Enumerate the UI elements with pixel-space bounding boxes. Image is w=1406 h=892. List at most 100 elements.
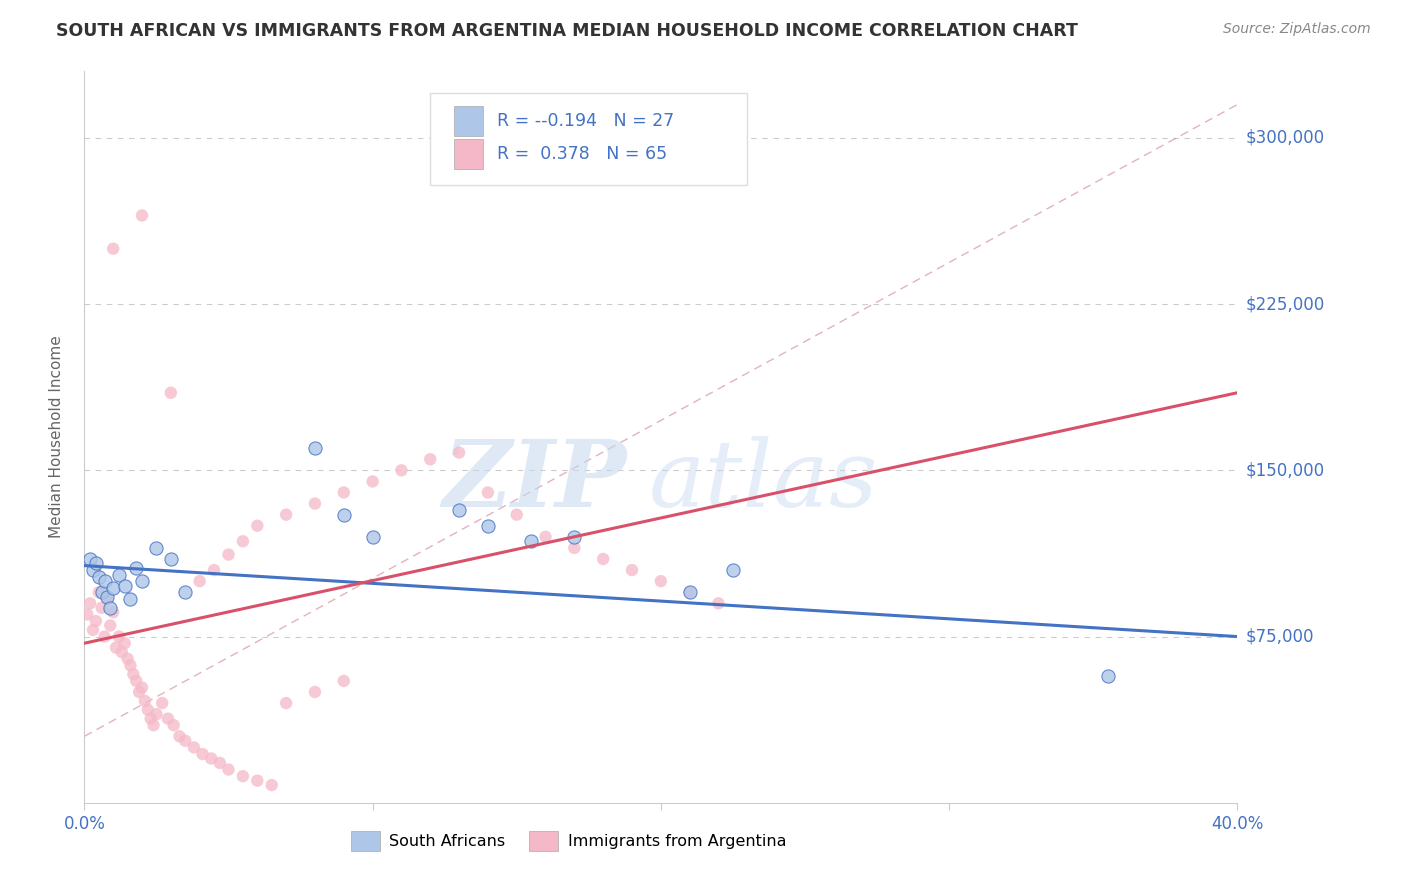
Point <box>103 605 124 619</box>
Point <box>108 567 131 582</box>
Point <box>136 703 159 717</box>
Point <box>679 585 702 599</box>
Point <box>84 614 107 628</box>
Point <box>520 534 543 549</box>
Point <box>679 585 702 599</box>
Point <box>592 552 614 566</box>
Point <box>139 712 162 726</box>
Point <box>93 630 115 644</box>
Point <box>111 645 134 659</box>
Point <box>333 485 356 500</box>
Text: R =  0.378   N = 65: R = 0.378 N = 65 <box>498 145 668 163</box>
Point <box>506 508 529 522</box>
Text: R = --0.194   N = 27: R = --0.194 N = 27 <box>498 112 675 130</box>
FancyBboxPatch shape <box>430 94 748 185</box>
Point <box>721 563 744 577</box>
Text: $225,000: $225,000 <box>1246 295 1324 313</box>
Point <box>125 673 148 688</box>
Text: atlas: atlas <box>650 436 879 526</box>
Text: $300,000: $300,000 <box>1246 128 1324 147</box>
Point <box>169 729 191 743</box>
Point <box>218 763 240 777</box>
Point <box>276 696 298 710</box>
Text: Source: ZipAtlas.com: Source: ZipAtlas.com <box>1223 22 1371 37</box>
Point <box>232 534 254 549</box>
Point <box>200 751 222 765</box>
Point <box>419 452 441 467</box>
Point <box>103 581 124 595</box>
Point <box>174 733 197 747</box>
Point <box>98 600 121 615</box>
Point <box>76 607 98 622</box>
Point <box>114 578 136 592</box>
Y-axis label: Median Household Income: Median Household Income <box>49 335 63 539</box>
Point <box>103 242 124 256</box>
Point <box>477 485 499 500</box>
Point <box>87 570 110 584</box>
Point <box>114 636 136 650</box>
Point <box>122 667 145 681</box>
Point <box>156 712 179 726</box>
Point <box>361 530 384 544</box>
Point <box>98 618 121 632</box>
Point <box>276 508 298 522</box>
Point <box>128 685 150 699</box>
Point <box>534 530 557 544</box>
Point <box>79 596 101 610</box>
Point <box>145 541 167 555</box>
Point <box>246 773 269 788</box>
Point <box>707 596 730 610</box>
Text: ZIP: ZIP <box>441 436 626 526</box>
Point <box>131 209 153 223</box>
Point <box>304 441 326 455</box>
Point <box>96 590 118 604</box>
Point <box>564 541 586 555</box>
Text: $75,000: $75,000 <box>1246 628 1315 646</box>
Point <box>117 651 139 665</box>
Point <box>108 630 131 644</box>
Point <box>120 658 142 673</box>
Point <box>96 591 118 606</box>
Point <box>1097 669 1119 683</box>
Point <box>650 574 672 589</box>
Point <box>333 673 356 688</box>
Text: SOUTH AFRICAN VS IMMIGRANTS FROM ARGENTINA MEDIAN HOUSEHOLD INCOME CORRELATION C: SOUTH AFRICAN VS IMMIGRANTS FROM ARGENTI… <box>56 22 1078 40</box>
Point <box>160 385 183 400</box>
Point <box>87 585 110 599</box>
Point <box>304 685 326 699</box>
FancyBboxPatch shape <box>454 138 484 169</box>
Point <box>84 557 107 571</box>
Point <box>79 552 101 566</box>
Legend: South Africans, Immigrants from Argentina: South Africans, Immigrants from Argentin… <box>344 825 793 857</box>
Point <box>150 696 173 710</box>
Point <box>183 740 205 755</box>
Point <box>105 640 128 655</box>
Point <box>621 563 644 577</box>
Point <box>191 747 214 761</box>
Point <box>246 518 269 533</box>
Point <box>125 561 148 575</box>
Point <box>361 475 384 489</box>
Point <box>333 508 356 522</box>
Point <box>449 445 471 459</box>
Point <box>449 503 471 517</box>
Point <box>93 574 115 589</box>
Point <box>202 563 225 577</box>
Point <box>208 756 231 770</box>
Point <box>391 463 413 477</box>
Point <box>477 518 499 533</box>
Point <box>120 591 142 606</box>
Text: $150,000: $150,000 <box>1246 461 1324 479</box>
Point <box>82 623 104 637</box>
Point <box>218 548 240 562</box>
Point <box>174 585 197 599</box>
Point <box>564 530 586 544</box>
Point <box>145 707 167 722</box>
Point <box>304 497 326 511</box>
Point <box>82 563 104 577</box>
Point <box>90 585 112 599</box>
Point <box>134 694 156 708</box>
Point <box>160 552 183 566</box>
Point <box>142 718 165 732</box>
Point <box>260 778 283 792</box>
